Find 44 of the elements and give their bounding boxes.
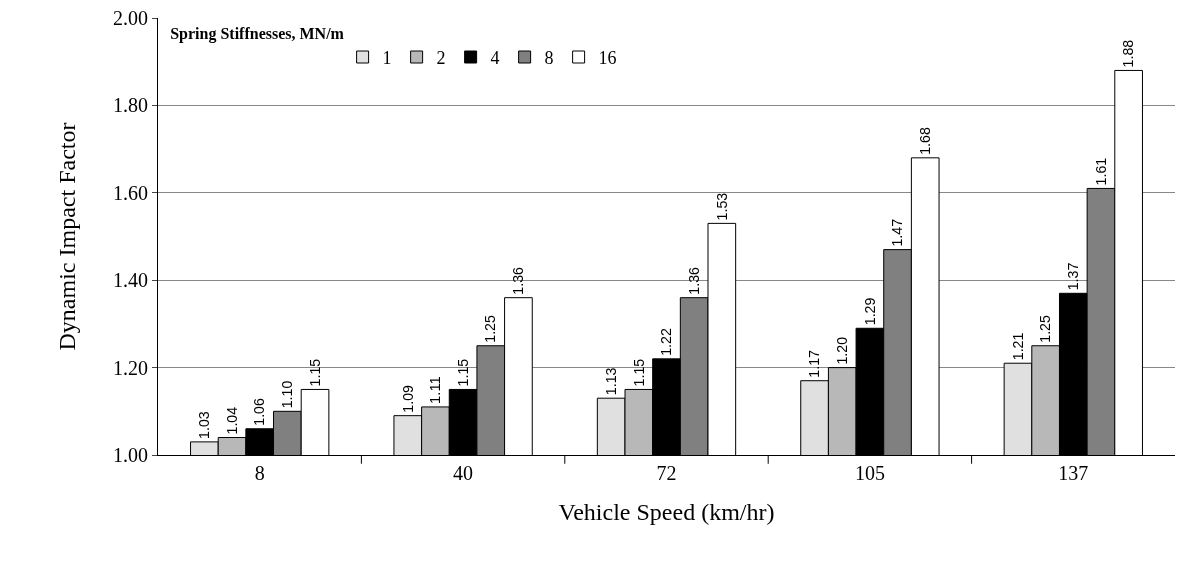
legend-label: 16 — [598, 48, 617, 69]
data-label: 1.11 — [427, 376, 444, 404]
legend-label: 8 — [544, 48, 554, 69]
x-tick-label: 105 — [854, 462, 885, 484]
x-tick-label: 137 — [1058, 462, 1089, 484]
data-label: 1.22 — [658, 328, 675, 356]
y-axis-title: Dynamic Impact Factor — [54, 122, 81, 351]
data-label: 1.61 — [1092, 157, 1109, 186]
y-tick-label: 2.00 — [113, 7, 148, 29]
data-label: 1.10 — [279, 380, 296, 409]
data-label: 1.21 — [1009, 332, 1026, 361]
data-label: 1.13 — [602, 367, 619, 396]
legend-title: Spring Stiffnesses, MN/m — [170, 24, 345, 43]
y-tick-label: 1.20 — [113, 356, 148, 379]
legend-label: 2 — [436, 48, 446, 69]
data-label: 1.37 — [1065, 262, 1082, 291]
data-label: 1.47 — [889, 218, 906, 247]
data-label: 1.68 — [916, 127, 933, 155]
x-tick-label: 40 — [453, 462, 474, 484]
data-label: 1.36 — [685, 266, 702, 295]
data-label: 1.04 — [223, 406, 240, 435]
data-label: 1.03 — [196, 411, 213, 439]
y-tick-label: 1.60 — [113, 181, 148, 204]
y-tick-label: 1.00 — [113, 444, 148, 466]
data-label: 1.17 — [806, 349, 823, 378]
y-tick-label: 1.40 — [113, 269, 148, 292]
data-label: 1.15 — [630, 358, 647, 387]
data-label: 1.20 — [833, 336, 850, 365]
data-label: 1.15 — [454, 358, 471, 387]
data-label: 1.29 — [861, 297, 878, 326]
data-label: 1.36 — [510, 266, 527, 295]
data-label: 1.06 — [251, 398, 268, 426]
data-label: 1.53 — [713, 192, 730, 221]
data-label: 1.25 — [482, 315, 499, 343]
legend-label: 1 — [382, 48, 392, 69]
data-label: 1.88 — [1120, 39, 1137, 68]
data-label: 1.15 — [306, 358, 323, 387]
data-label: 1.25 — [1037, 315, 1054, 343]
x-tick-label: 8 — [254, 462, 265, 484]
x-axis-title: Vehicle Speed (km/hr) — [558, 499, 775, 526]
y-tick-label: 1.80 — [113, 94, 148, 117]
legend-label: 4 — [490, 48, 500, 69]
x-tick-label: 72 — [656, 462, 677, 484]
data-label: 1.09 — [399, 384, 416, 413]
